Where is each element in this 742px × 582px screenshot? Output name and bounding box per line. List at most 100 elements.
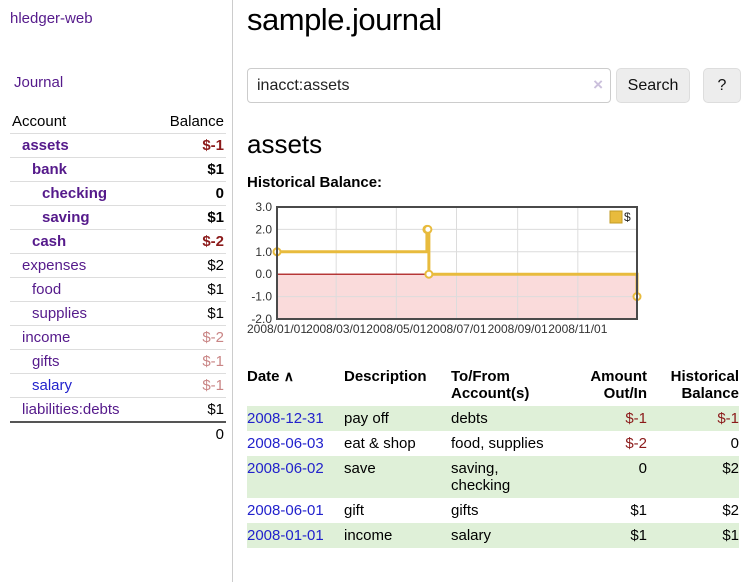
help-button[interactable]: ? [703, 68, 741, 103]
account-balance: $-2 [151, 229, 226, 254]
transaction-accounts: salary [451, 527, 492, 544]
account-link[interactable]: expenses [22, 257, 87, 274]
balance-column-header: Historical Balance [670, 368, 739, 402]
transaction-date-link[interactable]: 2008-12-31 [247, 410, 324, 427]
account-link[interactable]: bank [32, 161, 68, 178]
svg-text:0.0: 0.0 [255, 267, 272, 281]
account-row-salary: salary $-1 [10, 373, 226, 398]
account-balance: 0 [151, 181, 226, 206]
account-balance: $1 [151, 301, 226, 326]
transaction-accounts: gifts [451, 502, 479, 519]
description-column-header: Description [344, 368, 427, 385]
transaction-date-link[interactable]: 2008-06-03 [247, 435, 324, 452]
account-link[interactable]: food [32, 281, 62, 298]
accounts-total-row: 0 [10, 421, 226, 446]
account-link[interactable]: gifts [32, 353, 60, 370]
account-row-income: income $-2 [10, 325, 226, 350]
account-link[interactable]: supplies [32, 305, 88, 322]
svg-text:-2.0: -2.0 [251, 312, 272, 326]
transaction-date-link[interactable]: 2008-01-01 [247, 527, 324, 544]
account-balance: $1 [151, 277, 226, 302]
transaction-row[interactable]: 2008-01-01 income salary $1 $1 [247, 523, 739, 548]
chart-title: Historical Balance: [247, 174, 383, 191]
transaction-amount: $1 [630, 502, 647, 519]
account-balance: $1 [151, 397, 226, 422]
account-link[interactable]: liabilities:debts [22, 401, 120, 418]
account-balance: $1 [151, 157, 226, 182]
search-button[interactable]: Search [616, 68, 690, 103]
journal-link[interactable]: Journal [14, 74, 64, 91]
account-balance: $-2 [151, 325, 226, 350]
transaction-balance: $2 [722, 460, 739, 477]
account-link[interactable]: assets [22, 137, 69, 154]
svg-text:3.0: 3.0 [255, 200, 272, 214]
register-table: Date ∧ Description To/From Account(s) Am… [247, 364, 739, 548]
account-balance: $-1 [151, 373, 226, 398]
historical-balance-chart: $3.0 2.0 1.0 0.0 -1.0 -2.0 2008/01/01 2008/03/0… [247, 200, 642, 336]
accounts-table: Account Balance assets $-1 bank $1 check… [10, 110, 226, 446]
transaction-amount: $-2 [625, 435, 647, 452]
account-column-header: To/From Account(s) [451, 368, 530, 402]
svg-text:2.0: 2.0 [255, 222, 272, 236]
transaction-balance: $-1 [717, 410, 739, 427]
brand-link[interactable]: hledger-web [10, 10, 93, 27]
account-row-assets: assets $-1 [10, 133, 226, 158]
account-row-food: food $1 [10, 277, 226, 302]
transaction-description: income [344, 527, 393, 544]
sidebar-item-journal[interactable]: Journal [14, 74, 226, 92]
account-link[interactable]: income [22, 329, 71, 346]
account-row-liabilities-debts: liabilities:debts $1 [10, 397, 226, 422]
brand: hledger-web [10, 10, 226, 28]
svg-text:2008/09/01: 2008/09/01 [488, 322, 548, 336]
transaction-row[interactable]: 2008-12-31 pay off debts $-1 $-1 [247, 406, 739, 431]
account-row-gifts: gifts $-1 [10, 349, 226, 374]
transaction-amount: 0 [638, 460, 647, 477]
transaction-row[interactable]: 2008-06-02 save saving, checking 0 $2 [247, 456, 739, 498]
transaction-date-link[interactable]: 2008-06-02 [247, 460, 324, 477]
transaction-accounts: debts [451, 410, 488, 427]
account-row-expenses: expenses $2 [10, 253, 226, 278]
svg-text:$: $ [624, 210, 631, 224]
transaction-amount: $1 [630, 527, 647, 544]
transaction-description: save [344, 460, 376, 477]
svg-text:2008/11/01: 2008/11/01 [548, 322, 607, 336]
account-balance: $2 [151, 253, 226, 278]
transaction-row[interactable]: 2008-06-01 gift gifts $1 $2 [247, 498, 739, 523]
balance-column-header: Balance [169, 113, 224, 130]
svg-text:1.0: 1.0 [255, 245, 272, 259]
account-balance: $1 [151, 205, 226, 230]
transaction-date-link[interactable]: 2008-06-01 [247, 502, 324, 519]
account-row-saving: saving $1 [10, 205, 226, 230]
register-header-row: Date ∧ Description To/From Account(s) Am… [247, 364, 739, 406]
amount-column-header: Amount Out/In [590, 368, 647, 402]
svg-text:-1.0: -1.0 [251, 290, 272, 304]
sidebar: hledger-web Journal Account Balance asse… [0, 0, 233, 582]
account-link[interactable]: cash [32, 233, 67, 250]
svg-text:2008/01/01: 2008/01/01 [247, 322, 307, 336]
account-row-checking: checking 0 [10, 181, 226, 206]
transaction-accounts: food, supplies [451, 435, 544, 452]
transaction-description: gift [344, 502, 365, 519]
clear-search-icon[interactable]: × [593, 75, 603, 94]
account-link[interactable]: checking [42, 185, 108, 202]
transaction-row[interactable]: 2008-06-03 eat & shop food, supplies $-2… [247, 431, 739, 456]
account-balance: $-1 [151, 133, 226, 158]
transaction-accounts: saving, checking [451, 460, 511, 494]
account-heading: assets [247, 129, 323, 159]
account-link[interactable]: salary [32, 377, 73, 394]
date-column-header[interactable]: Date ∧ [247, 368, 294, 385]
transaction-balance: 0 [730, 435, 739, 452]
transaction-amount: $-1 [625, 410, 647, 427]
account-balance: $-1 [151, 349, 226, 374]
svg-text:2008/05/01: 2008/05/01 [366, 322, 426, 336]
transaction-balance: $2 [722, 502, 739, 519]
accounts-total-balance: 0 [151, 421, 226, 446]
svg-text:2008/07/01: 2008/07/01 [426, 322, 486, 336]
search-input[interactable] [247, 68, 611, 103]
page-title: sample.journal [247, 2, 442, 37]
account-link[interactable]: saving [42, 209, 90, 226]
account-row-bank: bank $1 [10, 157, 226, 182]
transaction-description: pay off [344, 410, 389, 427]
